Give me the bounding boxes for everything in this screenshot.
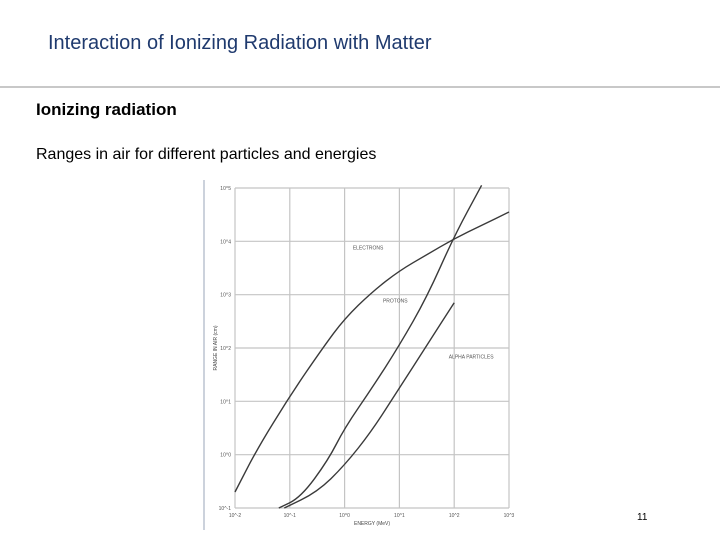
- x-tick-label: 10^0: [339, 513, 350, 519]
- section-heading: Ionizing radiation: [36, 100, 177, 119]
- series-curve: [234, 211, 510, 493]
- series-curve: [278, 184, 483, 509]
- series-curve: [283, 302, 455, 509]
- x-tick-label: 10^-1: [284, 513, 297, 519]
- x-tick-label: 10^-2: [229, 513, 242, 519]
- y-tick-label: 10^-1: [219, 506, 232, 512]
- series-label: ALPHA PARTICLES: [449, 355, 494, 361]
- chart-grid: [234, 187, 510, 509]
- x-tick-labels: 10^-2 10^-1 10^0 10^1 10^2 10^3: [229, 513, 515, 519]
- x-axis-label: ENERGY (MeV): [354, 521, 390, 527]
- chart-frame: [203, 180, 523, 530]
- y-tick-label: 10^2: [220, 346, 231, 352]
- y-tick-label: 10^0: [220, 453, 231, 459]
- x-tick-label: 10^1: [394, 513, 405, 519]
- slide-title: Interaction of Ionizing Radiation with M…: [48, 32, 432, 54]
- page-number: 11: [637, 512, 648, 523]
- series-label: ELECTRONS: [353, 245, 384, 251]
- x-tick-label: 10^2: [449, 513, 460, 519]
- series-labels: ELECTRONS PROTONS ALPHA PARTICLES: [353, 245, 494, 360]
- y-tick-label: 10^4: [220, 239, 231, 245]
- y-axis-label: RANGE IN AIR (cm): [213, 325, 219, 370]
- x-tick-label: 10^3: [504, 513, 515, 519]
- title-divider: [0, 86, 720, 88]
- series-label: PROTONS: [383, 299, 408, 305]
- range-chart-svg: 10^-110^010^110^210^310^410^5 10^-2 10^-1…: [203, 180, 523, 530]
- y-tick-label: 10^3: [220, 293, 231, 299]
- chart-caption: Ranges in air for different particles an…: [36, 146, 377, 163]
- y-tick-labels: 10^-1 10^0 10^1 10^2 10^3 10^4 10^5: [219, 186, 232, 512]
- y-tick-label: 10^1: [220, 399, 231, 405]
- y-tick-label: 10^5: [220, 186, 231, 192]
- range-chart: 10^-1 10^0 10^1 10^2 10^3 10^4 10^5 10^-2 10^-1…: [203, 180, 523, 530]
- chart-curves: [234, 184, 510, 509]
